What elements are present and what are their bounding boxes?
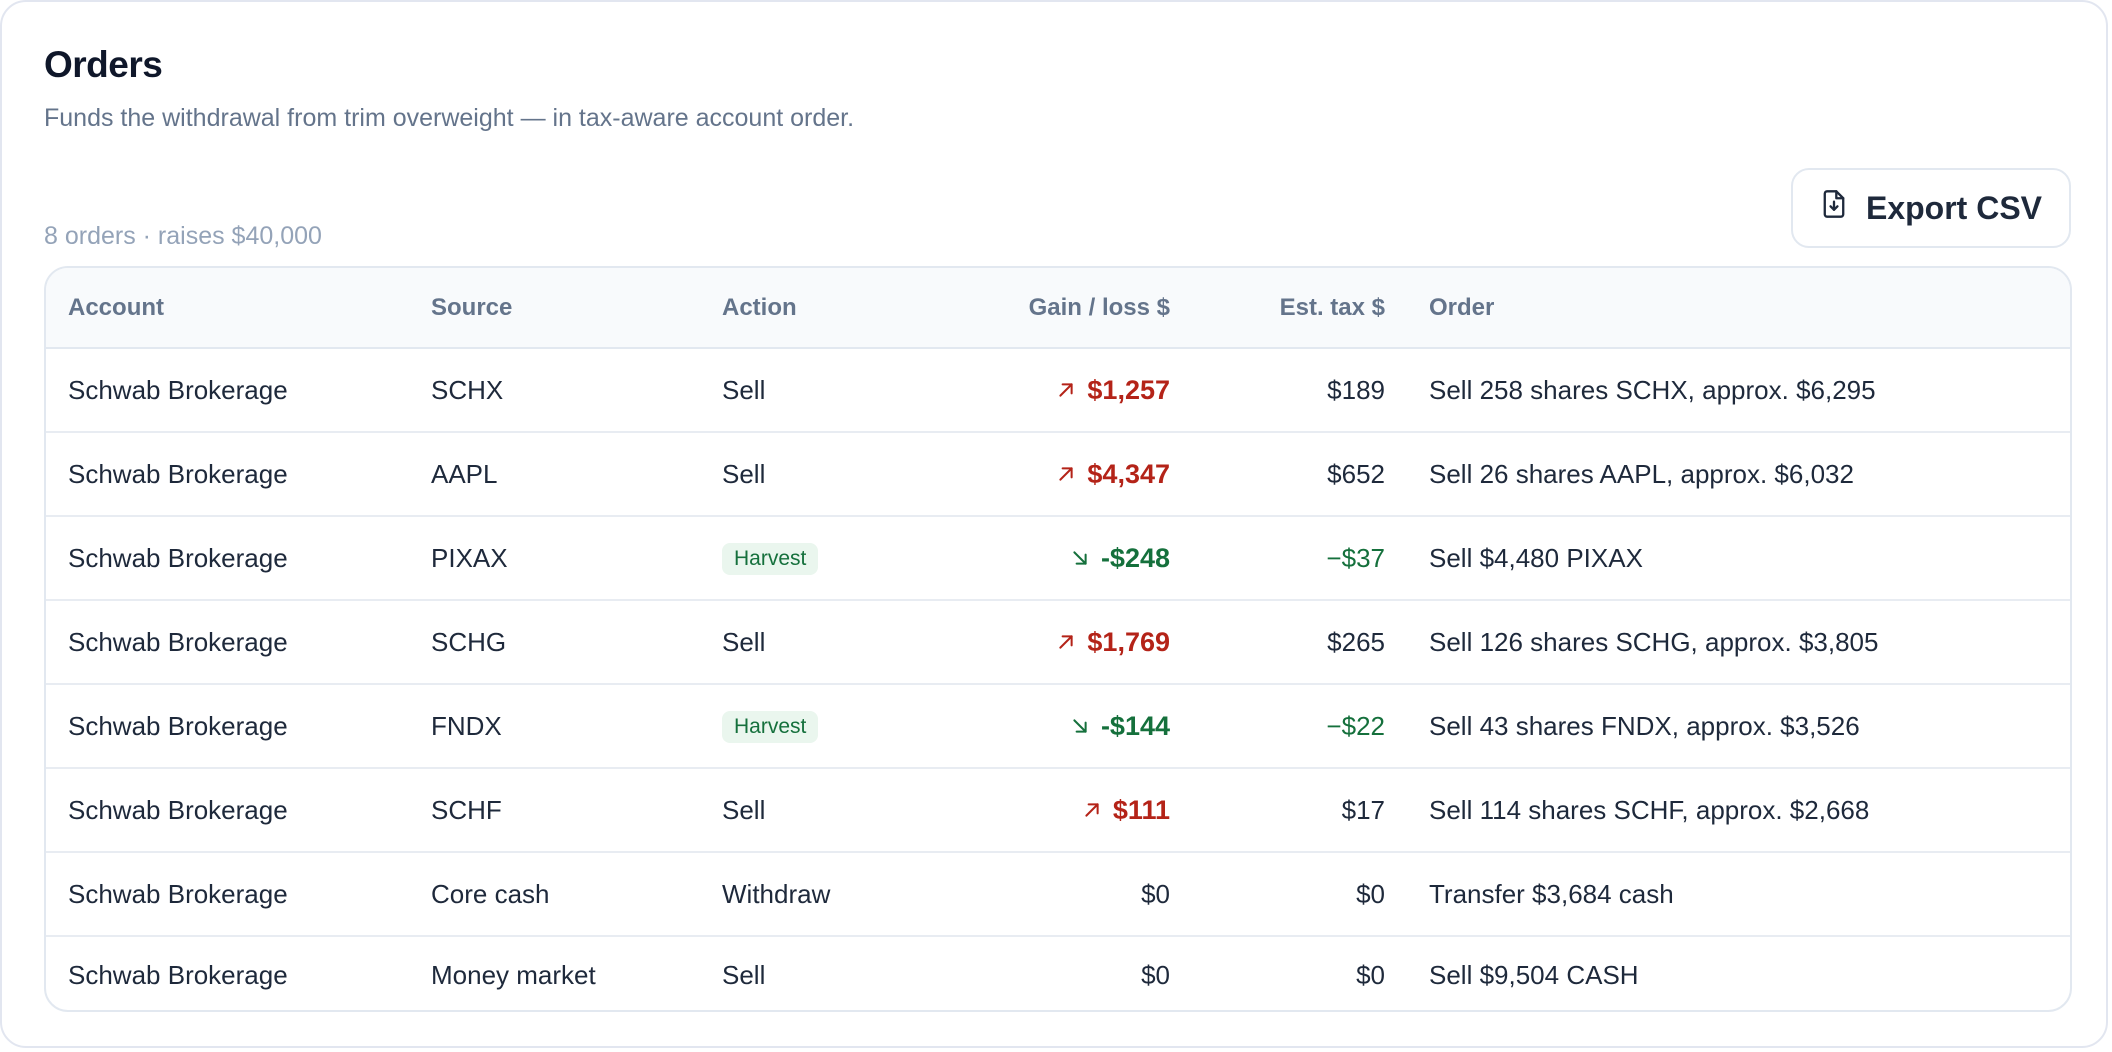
table-row: Schwab Brokerage AAPL Sell $4,347 $652 S… <box>46 432 2070 517</box>
cell-source: SCHX <box>431 348 722 433</box>
cell-source: SCHG <box>431 600 722 685</box>
arrow-up-right-icon <box>1057 627 1075 658</box>
cell-account: Schwab Brokerage <box>46 852 431 937</box>
orders-table: Account Source Action Gain / loss $ Est.… <box>44 266 2072 1012</box>
cell-gain-loss: $0 <box>962 852 1170 937</box>
cell-est-tax: $0 <box>1170 852 1385 937</box>
cell-order: Sell $9,504 CASH <box>1429 960 1639 990</box>
cell-order: Sell $4,480 PIXAX <box>1385 516 2070 601</box>
gain-value: $0 <box>1141 878 1170 909</box>
cell-account: Schwab Brokerage <box>46 684 431 769</box>
cell-source: Money market <box>431 960 596 990</box>
loss-value: -$248 <box>1100 542 1170 573</box>
cell-action: Sell <box>722 348 962 433</box>
cell-account: Schwab Brokerage <box>46 600 431 685</box>
column-header-source[interactable]: Source <box>431 268 722 349</box>
cell-gain-loss: $1,769 <box>962 600 1170 685</box>
arrow-up-right-icon <box>1057 375 1075 406</box>
table-header-row: Account Source Action Gain / loss $ Est.… <box>46 268 2070 349</box>
gain-value: $4,347 <box>1087 458 1170 489</box>
column-header-account[interactable]: Account <box>46 268 431 349</box>
table-row: Schwab Brokerage SCHF Sell $111 $17 Sell… <box>46 768 2070 853</box>
cell-source: AAPL <box>431 432 722 517</box>
gain-value: $111 <box>1112 794 1170 825</box>
gain-value: $1,257 <box>1087 374 1170 405</box>
table-row: Schwab Brokerage Money market Sell $0 $0… <box>46 936 2070 1010</box>
cell-est-tax: $17 <box>1170 768 1385 853</box>
cell-gain-loss: $0 <box>962 936 1170 1010</box>
column-header-order[interactable]: Order <box>1385 268 2070 349</box>
table-row: Schwab Brokerage SCHX Sell $1,257 $189 S… <box>46 348 2070 433</box>
cell-source: FNDX <box>431 684 722 769</box>
cell-action: Harvest <box>722 684 962 769</box>
table-row: Schwab Brokerage Core cash Withdraw $0 $… <box>46 852 2070 937</box>
cell-action: Sell <box>722 432 962 517</box>
cell-order: Sell 43 shares FNDX, approx. $3,526 <box>1385 684 2070 769</box>
cell-order: Sell 258 shares SCHX, approx. $6,295 <box>1385 348 2070 433</box>
cell-gain-loss: -$144 <box>962 684 1170 769</box>
cell-est-tax: $0 <box>1356 960 1385 990</box>
cell-account: Schwab Brokerage <box>46 348 431 433</box>
cell-est-tax: $265 <box>1170 600 1385 685</box>
export-csv-button[interactable]: Export CSV <box>1791 168 2071 248</box>
export-csv-label: Export CSV <box>1865 189 2043 226</box>
cell-gain-loss: $1,257 <box>962 348 1170 433</box>
cell-order: Sell 114 shares SCHF, approx. $2,668 <box>1385 768 2070 853</box>
cell-gain-loss: -$248 <box>962 516 1170 601</box>
cell-source: Core cash <box>431 852 722 937</box>
cell-account: Schwab Brokerage <box>46 432 431 517</box>
cell-gain-loss: $111 <box>962 768 1170 853</box>
cell-action: Sell <box>722 960 766 990</box>
cell-action: Sell <box>722 600 962 685</box>
cell-order: Sell 126 shares SCHG, approx. $3,805 <box>1385 600 2070 685</box>
cell-gain-loss: $4,347 <box>962 432 1170 517</box>
column-header-gain-loss[interactable]: Gain / loss $ <box>962 268 1170 349</box>
arrow-up-right-icon <box>1083 795 1101 826</box>
cell-est-tax: −$22 <box>1170 684 1385 769</box>
gain-value: $0 <box>1141 960 1170 990</box>
cell-account: Schwab Brokerage <box>68 960 288 990</box>
column-header-est-tax[interactable]: Est. tax $ <box>1170 268 1385 349</box>
cell-source: SCHF <box>431 768 722 853</box>
cell-source: PIXAX <box>431 516 722 601</box>
gain-value: $1,769 <box>1087 626 1170 657</box>
cell-est-tax: $189 <box>1170 348 1385 433</box>
harvest-badge: Harvest <box>722 543 819 575</box>
table-row: Schwab Brokerage PIXAX Harvest -$248 −$3… <box>46 516 2070 601</box>
cell-action: Harvest <box>722 516 962 601</box>
cell-action: Withdraw <box>722 852 962 937</box>
cell-account: Schwab Brokerage <box>46 516 431 601</box>
cell-order: Transfer $3,684 cash <box>1385 852 2070 937</box>
harvest-badge: Harvest <box>722 711 819 743</box>
arrow-down-right-icon <box>1071 543 1089 574</box>
cell-action: Sell <box>722 768 962 853</box>
loss-value: -$144 <box>1100 710 1170 741</box>
column-header-action[interactable]: Action <box>722 268 962 349</box>
table-row: Schwab Brokerage SCHG Sell $1,769 $265 S… <box>46 600 2070 685</box>
file-download-icon <box>1820 189 1848 227</box>
arrow-down-right-icon <box>1071 711 1089 742</box>
page-title: Orders <box>44 44 163 85</box>
page-subtitle: Funds the withdrawal from trim overweigh… <box>44 104 855 132</box>
cell-est-tax: −$37 <box>1170 516 1385 601</box>
cell-est-tax: $652 <box>1170 432 1385 517</box>
cell-order: Sell 26 shares AAPL, approx. $6,032 <box>1385 432 2070 517</box>
cell-account: Schwab Brokerage <box>46 768 431 853</box>
arrow-up-right-icon <box>1057 459 1075 490</box>
orders-summary: 8 orders · raises $40,000 <box>44 222 322 250</box>
table-row: Schwab Brokerage FNDX Harvest -$144 −$22… <box>46 684 2070 769</box>
